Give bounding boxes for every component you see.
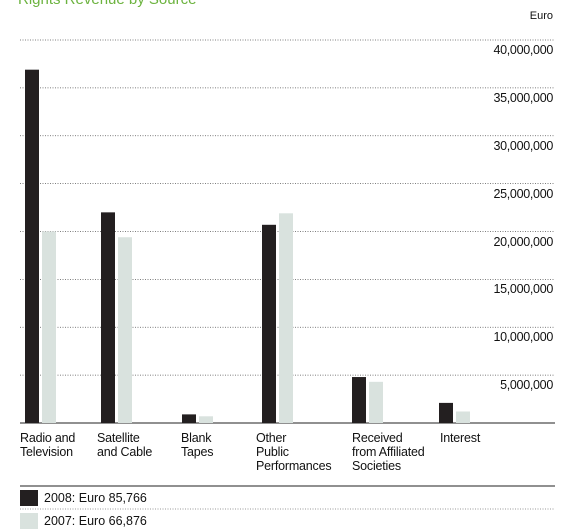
y-tick-label: 30,000,000 [493, 138, 553, 153]
legend-item-2007: 2007: Euro 66,876 [20, 512, 147, 530]
x-category-label: Received from Affiliated Societies [352, 431, 425, 473]
y-tick-label: 15,000,000 [493, 282, 553, 297]
bar-2007 [118, 237, 132, 423]
legend-swatch-2007 [20, 513, 38, 529]
bar-2008 [439, 402, 453, 423]
bar-2007 [369, 381, 383, 423]
bar-2007 [456, 411, 470, 423]
x-category-label: Interest [440, 431, 481, 445]
bar-2008 [182, 414, 196, 423]
x-category-label: Satellite and Cable [97, 431, 153, 459]
y-tick-label: 20,000,000 [493, 234, 553, 249]
x-category-label: Blank Tapes [181, 431, 214, 459]
bar-2007 [279, 213, 293, 423]
bar-2007 [199, 416, 213, 423]
legend-swatch-2008 [20, 490, 38, 506]
y-tick-label: 35,000,000 [493, 90, 553, 105]
y-tick-label: 10,000,000 [493, 330, 553, 345]
y-axis-unit: Euro [529, 10, 553, 22]
y-tick-label: 40,000,000 [493, 43, 553, 57]
x-category-label: Other Public Performances [256, 431, 332, 473]
bar-2008 [25, 69, 39, 424]
x-category-label: Radio and Television [20, 431, 76, 459]
legend-label-2007: 2007: Euro 66,876 [44, 514, 147, 528]
bar-2007 [42, 231, 56, 423]
chart-title: Rights Revenue by Source [18, 0, 196, 8]
y-tick-label: 5,000,000 [500, 378, 553, 393]
bar-2008 [101, 212, 115, 423]
bar-2008 [352, 377, 366, 423]
bar-2008 [262, 224, 276, 423]
legend-item-2008: 2008: Euro 85,766 [20, 489, 147, 507]
y-tick-label: 25,000,000 [493, 186, 553, 201]
legend-label-2008: 2008: Euro 85,766 [44, 491, 147, 505]
